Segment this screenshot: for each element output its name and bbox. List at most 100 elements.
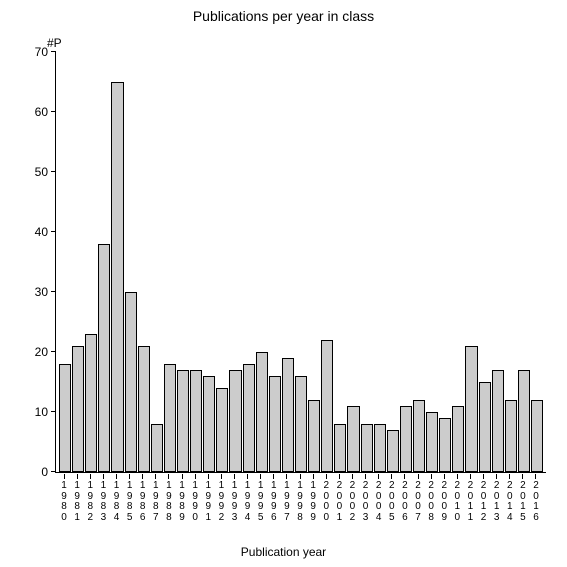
x-tick-mark <box>404 474 405 479</box>
y-tick-label: 30 <box>35 285 56 299</box>
y-tick-mark <box>51 471 56 472</box>
x-tick-label: 2 0 0 8 <box>425 474 437 523</box>
bar <box>374 424 386 472</box>
bar <box>125 292 137 472</box>
x-tick-label: 1 9 9 0 <box>189 474 201 523</box>
bar-chart: Publications per year in class #P 010203… <box>0 0 567 567</box>
x-tick-label: 2 0 1 5 <box>517 474 529 523</box>
x-tick-mark <box>142 474 143 479</box>
bar <box>190 370 202 472</box>
y-tick-mark <box>51 411 56 412</box>
x-tick-label: 2 0 0 0 <box>320 474 332 523</box>
x-tick-label: 1 9 8 5 <box>124 474 136 523</box>
bar <box>492 370 504 472</box>
x-tick-mark <box>365 474 366 479</box>
y-tick-label: 70 <box>35 45 56 59</box>
x-tick-mark <box>260 474 261 479</box>
bar <box>452 406 464 472</box>
x-tick-label: 2 0 1 3 <box>491 474 503 523</box>
bar <box>321 340 333 472</box>
bar <box>164 364 176 472</box>
x-tick-mark <box>273 474 274 479</box>
bar <box>111 82 123 472</box>
x-tick-mark <box>64 474 65 479</box>
bar <box>426 412 438 472</box>
x-tick-label: 1 9 8 3 <box>97 474 109 523</box>
y-tick-label: 10 <box>35 405 56 419</box>
bar <box>295 376 307 472</box>
bar <box>269 376 281 472</box>
x-tick-label: 1 9 8 1 <box>71 474 83 523</box>
x-tick-label: 2 0 0 3 <box>360 474 372 523</box>
x-tick-label: 1 9 9 6 <box>268 474 280 523</box>
x-tick-label: 2 0 0 6 <box>399 474 411 523</box>
y-tick-label: 60 <box>35 105 56 119</box>
x-tick-label: 2 0 1 6 <box>530 474 542 523</box>
bar <box>387 430 399 472</box>
x-tick-mark <box>352 474 353 479</box>
x-tick-labels: 1 9 8 01 9 8 11 9 8 21 9 8 31 9 8 41 9 8… <box>55 474 545 523</box>
bar <box>400 406 412 472</box>
y-tick-mark <box>51 51 56 52</box>
x-tick-mark <box>418 474 419 479</box>
x-tick-label: 2 0 0 5 <box>386 474 398 523</box>
x-tick-label: 2 0 0 9 <box>438 474 450 523</box>
x-tick-mark <box>168 474 169 479</box>
x-tick-mark <box>129 474 130 479</box>
bar <box>361 424 373 472</box>
x-tick-mark <box>457 474 458 479</box>
bar <box>347 406 359 472</box>
bar <box>177 370 189 472</box>
x-tick-label: 2 0 1 1 <box>464 474 476 523</box>
x-tick-mark <box>103 474 104 479</box>
x-tick-label: 1 9 9 9 <box>307 474 319 523</box>
x-tick-mark <box>483 474 484 479</box>
x-tick-mark <box>326 474 327 479</box>
y-tick-mark <box>51 231 56 232</box>
x-tick-mark <box>116 474 117 479</box>
x-tick-label: 1 9 9 1 <box>202 474 214 523</box>
bar <box>229 370 241 472</box>
bar <box>138 346 150 472</box>
x-tick-mark <box>195 474 196 479</box>
x-tick-label: 1 9 9 4 <box>242 474 254 523</box>
x-tick-label: 1 9 8 6 <box>137 474 149 523</box>
bar <box>518 370 530 472</box>
y-tick-label: 40 <box>35 225 56 239</box>
x-tick-mark <box>470 474 471 479</box>
x-tick-label: 1 9 8 0 <box>58 474 70 523</box>
bar <box>282 358 294 472</box>
bar <box>465 346 477 472</box>
x-tick-mark <box>391 474 392 479</box>
x-tick-mark <box>77 474 78 479</box>
x-tick-mark <box>496 474 497 479</box>
x-tick-label: 2 0 0 2 <box>346 474 358 523</box>
x-tick-label: 2 0 0 7 <box>412 474 424 523</box>
y-tick-label: 20 <box>35 345 56 359</box>
x-tick-mark <box>90 474 91 479</box>
bar <box>439 418 451 472</box>
bar <box>216 388 228 472</box>
bars-container <box>56 52 546 472</box>
y-tick-mark <box>51 351 56 352</box>
x-tick-label: 1 9 9 8 <box>294 474 306 523</box>
bar <box>479 382 491 472</box>
x-tick-label: 2 0 1 4 <box>504 474 516 523</box>
x-axis-label: Publication year <box>0 545 567 559</box>
x-tick-mark <box>247 474 248 479</box>
x-tick-label: 1 9 8 9 <box>176 474 188 523</box>
x-tick-mark <box>286 474 287 479</box>
x-tick-mark <box>378 474 379 479</box>
x-tick-mark <box>234 474 235 479</box>
x-tick-label: 1 9 9 5 <box>255 474 267 523</box>
x-tick-label: 1 9 8 4 <box>110 474 122 523</box>
bar <box>151 424 163 472</box>
x-tick-mark <box>313 474 314 479</box>
x-tick-mark <box>300 474 301 479</box>
bar <box>413 400 425 472</box>
chart-title: Publications per year in class <box>0 8 567 24</box>
x-tick-mark <box>535 474 536 479</box>
bar <box>334 424 346 472</box>
x-tick-mark <box>208 474 209 479</box>
x-tick-mark <box>431 474 432 479</box>
